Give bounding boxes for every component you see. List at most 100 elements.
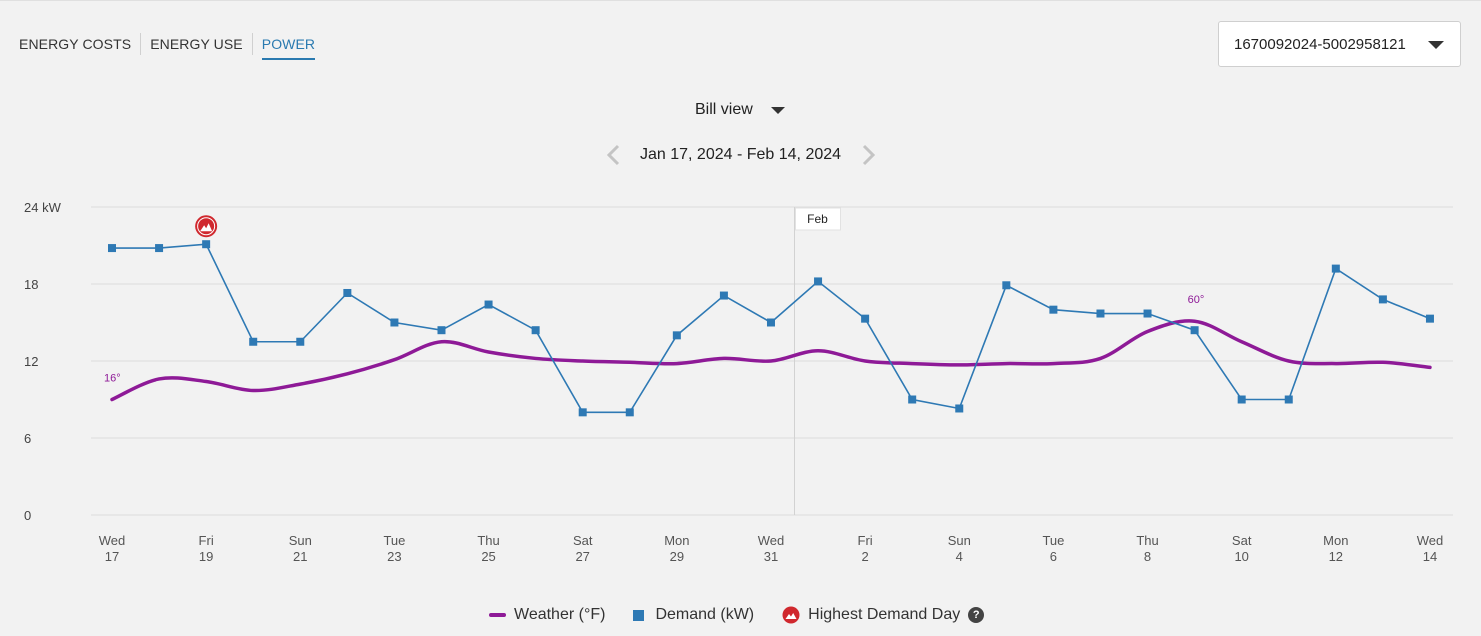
month-label: Feb [807,212,828,226]
highest-demand-icon [782,606,800,624]
x-tick-day: Thu [477,533,499,548]
weather-line [110,319,1432,402]
demand-point [908,395,917,404]
view-select[interactable]: Bill view [695,101,785,119]
legend-weather-label: Weather (°F) [514,606,606,623]
legend-demand: Demand (kW) [633,606,754,624]
demand-point [1096,309,1105,318]
help-icon[interactable]: ? [968,607,985,623]
demand-point [1425,314,1434,323]
x-tick-date: 17 [105,549,119,564]
demand-point [531,326,540,335]
weather-annotation: 60° [1188,294,1205,306]
x-tick-day: Sat [1232,533,1252,548]
legend-highest-label: Highest Demand Day [808,606,961,623]
chevron-down-icon [770,106,785,114]
account-select-value: 1670092024-5002958121 [1234,35,1406,53]
highest-demand-marker-glyph [200,223,213,232]
x-tick-day: Wed [99,533,126,548]
x-tick-date: 19 [199,549,213,564]
x-tick-day: Sat [573,533,593,548]
demand-point [343,288,352,297]
demand-point [202,240,211,249]
y-axis: 0 6 12 18 24 kW [24,200,62,523]
x-tick-date: 31 [764,549,778,564]
highest-demand-marker-circle [195,215,218,238]
x-tick-date: 6 [1050,549,1057,564]
demand-point [1284,395,1293,404]
demand-point [719,291,728,300]
y-tick-label: 24 kW [24,200,62,215]
demand-point [955,404,964,413]
demand-point [1002,281,1011,290]
x-tick-day: Thu [1136,533,1158,548]
date-range-navigator: Jan 17, 2024 - Feb 14, 2024 [600,142,882,166]
demand-point [1143,309,1152,318]
tab-separator [251,33,253,55]
x-tick-day: Wed [758,533,785,548]
x-tick-day: Fri [199,533,214,548]
x-tick-date: 25 [481,549,495,564]
demand-point [578,408,587,417]
x-tick-day: Sun [289,533,312,548]
tab-energy-costs[interactable]: ENERGY COSTS [19,36,132,52]
weather-series [110,319,1432,402]
legend-highest-demand: Highest Demand Day ? [782,606,985,624]
demand-point [484,300,493,309]
demand-point [1190,326,1199,335]
chart-legend: Weather (°F) Demand (kW) Highest Demand … [489,606,1012,624]
demand-line [112,243,1431,414]
weather-line-swatch [489,613,506,617]
demand-point [108,244,116,253]
tab-bar: ENERGY COSTS ENERGY USE POWER [19,28,316,60]
demand-point [861,314,870,323]
x-tick-date: 12 [1329,549,1343,564]
demand-point [625,408,634,417]
y-tick-label: 18 [24,277,38,292]
x-tick-date: 29 [670,549,684,564]
legend-weather: Weather (°F) [489,606,605,624]
legend-demand-label: Demand (kW) [655,606,755,623]
highest-demand-marker-ring [197,217,216,236]
x-tick-day: Tue [383,533,405,548]
demand-point [1237,395,1246,404]
demand-point [1331,264,1340,273]
chevron-left-icon[interactable] [604,144,624,166]
month-label-box [795,207,842,231]
demand-point [1049,305,1058,314]
account-select[interactable]: 1670092024-5002958121 [1218,21,1461,67]
x-tick-date: 8 [1144,549,1151,564]
demand-point [155,244,164,253]
demand-point [766,318,775,327]
demand-square-swatch [633,609,645,621]
demand-series [108,240,1434,417]
y-tick-label: 12 [24,354,38,369]
x-tick-date: 2 [862,549,869,564]
demand-point [249,337,258,346]
demand-point [390,318,399,327]
x-tick-day: Tue [1042,533,1064,548]
x-tick-day: Mon [1323,533,1348,548]
tab-separator [140,33,142,55]
y-tick-label: 6 [24,431,31,446]
tab-energy-use[interactable]: ENERGY USE [150,36,243,52]
chevron-down-icon [1428,41,1444,49]
chevron-right-icon[interactable] [858,144,878,166]
x-tick-date: 14 [1423,549,1437,564]
month-marker: Feb [794,207,842,515]
demand-point [437,326,446,335]
x-tick-date: 23 [387,549,401,564]
demand-point [296,337,305,346]
top-border [0,0,1481,1]
y-tick-label: 0 [24,508,31,523]
x-tick-day: Sun [948,533,971,548]
weather-annotation: 16° [104,373,121,385]
x-tick-date: 10 [1234,549,1248,564]
highest-demand-marker [195,215,218,238]
chart-grid [91,206,1453,516]
tab-power[interactable]: POWER [261,36,316,60]
demand-point [672,331,681,340]
view-select-value: Bill view [695,101,753,118]
x-tick-date: 4 [956,549,963,564]
